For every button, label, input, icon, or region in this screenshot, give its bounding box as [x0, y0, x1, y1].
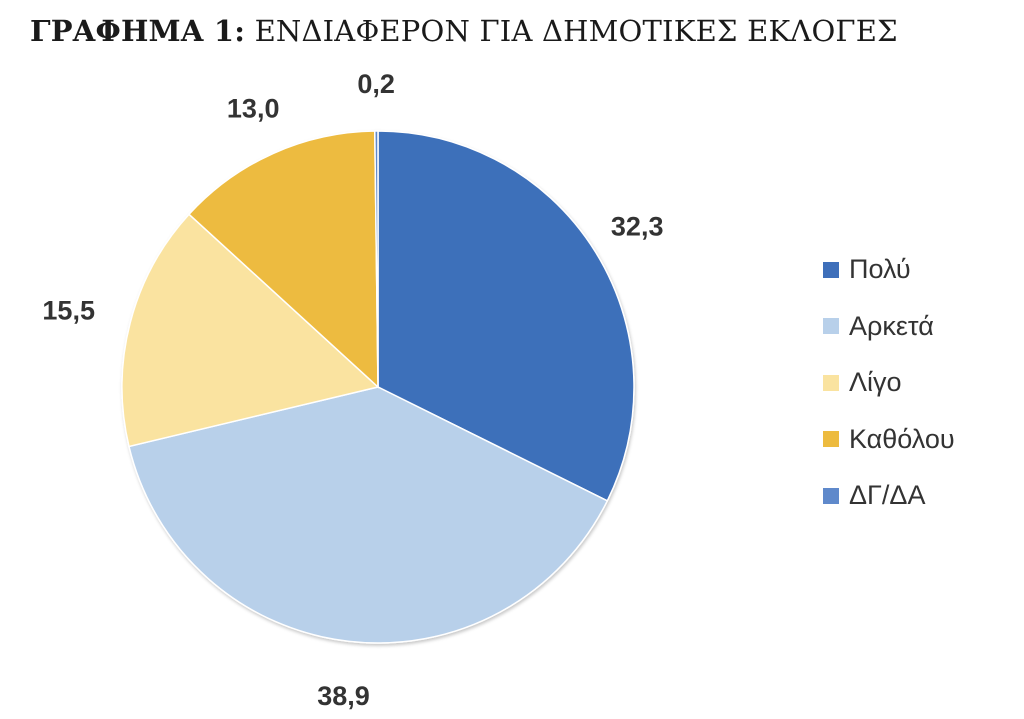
legend-label-1: Πολύ [849, 254, 911, 284]
legend-item-1: Πολύ [823, 252, 955, 287]
data-label-5: 0,2 [357, 69, 395, 99]
data-label-3: 15,5 [42, 296, 95, 326]
legend-label-4: Καθόλου [849, 423, 955, 454]
legend-item-5: ΔΓ/ΔΑ [823, 478, 955, 513]
legend-label-3: Λίγο [849, 367, 902, 397]
legend-swatch-2 [823, 318, 839, 334]
legend-label-5: ΔΓ/ΔΑ [849, 480, 926, 510]
legend-label-2: Αρκετά [849, 310, 934, 341]
data-label-1: 32,3 [611, 211, 664, 241]
chart-title-prefix: ΓΡΑΦΗΜΑ 1: [30, 14, 246, 48]
chart-title-text: ΕΝΔΙΑΦΕΡΟΝ ΓΙΑ ΔΗΜΟΤΙΚΕΣ ΕΚΛΟΓΕΣ [254, 14, 898, 48]
data-label-2: 38,9 [317, 681, 370, 711]
legend-swatch-1 [823, 261, 839, 278]
pie-slice-4 [187, 130, 379, 389]
pie-slice-2 [128, 386, 609, 644]
chart-title: ΓΡΑΦΗΜΑ 1: ΕΝΔΙΑΦΕΡΟΝ ΓΙΑ ΔΗΜΟΤΙΚΕΣ ΕΚΛΟ… [30, 14, 898, 48]
pie-data-labels: 32,3 38,9 15,5 13,0 0,2 [42, 69, 663, 711]
pie-slice-3 [121, 213, 380, 448]
legend-swatch-5 [823, 487, 839, 504]
pie-slice-1 [377, 130, 635, 502]
legend: Πολύ Αρκετά Λίγο Καθόλου ΔΓ/ΔΑ [823, 252, 955, 535]
legend-item-2: Αρκετά [823, 309, 955, 344]
legend-swatch-3 [823, 374, 839, 391]
pie-slice-5 [374, 130, 379, 388]
data-label-4: 13,0 [227, 94, 280, 124]
legend-item-3: Λίγο [823, 365, 955, 400]
pie-slices [121, 130, 635, 644]
legend-swatch-4 [823, 431, 839, 447]
legend-item-4: Καθόλου [823, 422, 955, 457]
